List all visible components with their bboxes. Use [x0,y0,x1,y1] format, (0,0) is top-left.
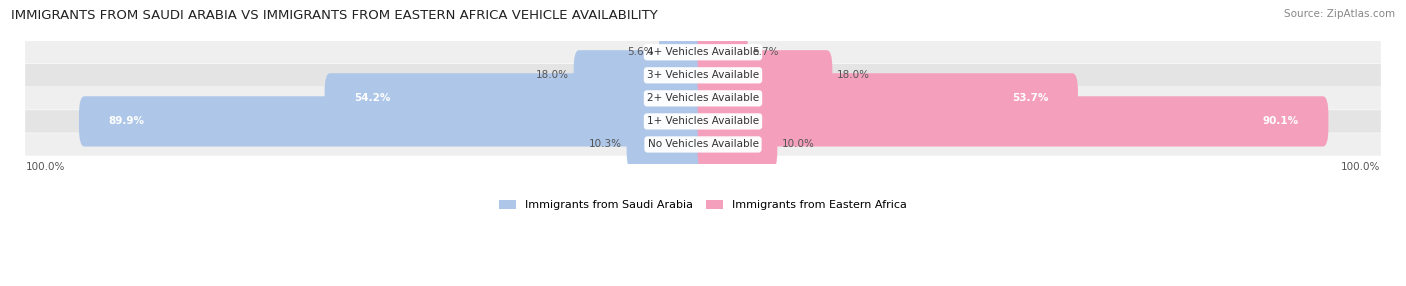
FancyBboxPatch shape [25,41,1381,63]
FancyBboxPatch shape [697,73,1078,124]
FancyBboxPatch shape [697,50,832,100]
Text: 89.9%: 89.9% [108,116,145,126]
Text: IMMIGRANTS FROM SAUDI ARABIA VS IMMIGRANTS FROM EASTERN AFRICA VEHICLE AVAILABIL: IMMIGRANTS FROM SAUDI ARABIA VS IMMIGRAN… [11,9,658,21]
FancyBboxPatch shape [697,96,1329,146]
Text: 5.7%: 5.7% [752,47,779,57]
FancyBboxPatch shape [574,50,709,100]
FancyBboxPatch shape [659,27,709,78]
FancyBboxPatch shape [325,73,709,124]
Text: 10.0%: 10.0% [782,140,815,150]
FancyBboxPatch shape [25,133,1381,156]
FancyBboxPatch shape [25,64,1381,87]
Text: 18.0%: 18.0% [837,70,870,80]
Text: 100.0%: 100.0% [1341,162,1381,172]
Text: 3+ Vehicles Available: 3+ Vehicles Available [647,70,759,80]
Text: 2+ Vehicles Available: 2+ Vehicles Available [647,93,759,103]
Text: 18.0%: 18.0% [536,70,569,80]
Text: 90.1%: 90.1% [1263,116,1299,126]
FancyBboxPatch shape [79,96,709,146]
Text: 10.3%: 10.3% [589,140,621,150]
Text: 1+ Vehicles Available: 1+ Vehicles Available [647,116,759,126]
Text: 5.6%: 5.6% [627,47,654,57]
FancyBboxPatch shape [627,119,709,170]
FancyBboxPatch shape [697,27,748,78]
FancyBboxPatch shape [697,119,778,170]
Legend: Immigrants from Saudi Arabia, Immigrants from Eastern Africa: Immigrants from Saudi Arabia, Immigrants… [499,200,907,210]
Text: 53.7%: 53.7% [1012,93,1049,103]
Text: 54.2%: 54.2% [354,93,391,103]
Text: Source: ZipAtlas.com: Source: ZipAtlas.com [1284,9,1395,19]
FancyBboxPatch shape [25,87,1381,110]
Text: 4+ Vehicles Available: 4+ Vehicles Available [647,47,759,57]
FancyBboxPatch shape [25,110,1381,133]
Text: No Vehicles Available: No Vehicles Available [648,140,758,150]
Text: 100.0%: 100.0% [25,162,65,172]
